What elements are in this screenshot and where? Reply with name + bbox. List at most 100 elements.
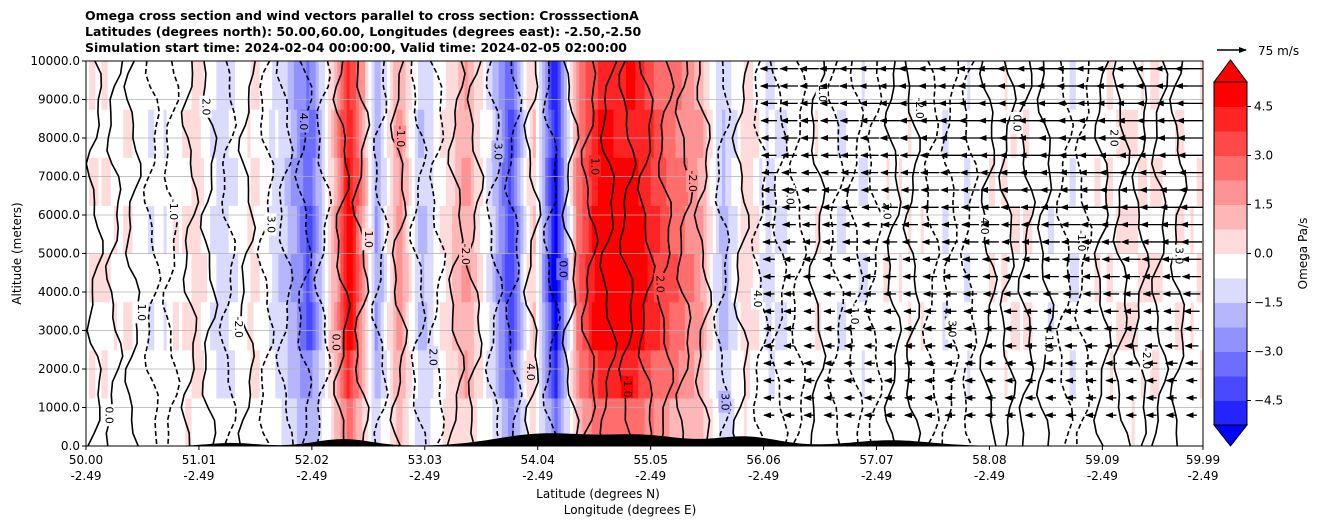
omega-cell: [151, 109, 155, 158]
omega-cell: [948, 205, 953, 255]
omega-cell: [799, 157, 804, 206]
omega-cell: [880, 349, 885, 399]
omega-cell: [318, 205, 323, 255]
omega-cell: [1063, 109, 1068, 158]
omega-cell: [883, 349, 888, 399]
omega-cell: [98, 157, 103, 206]
omega-cell: [337, 157, 342, 206]
omega-cell: [1029, 349, 1033, 399]
omega-cell: [287, 205, 292, 255]
omega-cell: [172, 61, 177, 110]
omega-cell: [1144, 205, 1148, 255]
omega-cell: [582, 253, 587, 303]
omega-cell: [374, 397, 379, 446]
omega-cell: [532, 109, 537, 158]
omega-cell: [1091, 109, 1095, 158]
omega-cell: [833, 253, 838, 303]
omega-cell: [936, 253, 940, 303]
omega-cell: [427, 253, 432, 303]
omega-cell: [691, 61, 695, 110]
omega-cell: [911, 61, 916, 110]
omega-cell: [548, 205, 553, 255]
omega-cell: [1109, 205, 1114, 255]
omega-cell: [1038, 157, 1043, 206]
omega-cell: [539, 301, 543, 351]
omega-cell: [489, 349, 494, 399]
omega-cell: [883, 157, 888, 206]
omega-cell: [939, 109, 943, 158]
omega-cell: [867, 397, 872, 446]
omega-cell: [228, 397, 233, 446]
omega-cell: [1078, 397, 1083, 446]
omega-cell: [799, 301, 804, 351]
omega-cell: [507, 205, 512, 255]
omega-cell: [383, 253, 388, 303]
omega-cell: [340, 253, 345, 303]
omega-cell: [992, 109, 996, 158]
omega-cell: [163, 397, 168, 446]
omega-cell: [418, 301, 422, 351]
omega-cell: [1156, 349, 1161, 399]
omega-cell: [113, 157, 118, 206]
omega-cell: [324, 205, 329, 255]
omega-cell: [480, 61, 484, 110]
omega-cell: [1134, 253, 1139, 303]
omega-cell: [957, 157, 962, 206]
omega-cell: [781, 157, 785, 206]
omega-cell: [1063, 349, 1068, 399]
omega-cell: [706, 61, 711, 110]
omega-cell: [86, 157, 90, 206]
omega-cell: [1085, 157, 1089, 206]
omega-cell: [917, 253, 922, 303]
x-tick-label-lon: -2.49: [522, 469, 553, 483]
omega-cell: [1175, 253, 1179, 303]
omega-cell: [781, 349, 785, 399]
omega-cell: [126, 349, 131, 399]
omega-cell: [132, 301, 137, 351]
x-tick-label-lat: 57.07: [859, 453, 893, 467]
contour-line: [807, 61, 827, 446]
omega-cell: [222, 301, 227, 351]
omega-cell: [902, 157, 906, 206]
omega-cell: [799, 253, 804, 303]
omega-cell: [793, 61, 798, 110]
omega-cell: [151, 61, 155, 110]
omega-cell: [228, 109, 233, 158]
omega-cell: [644, 397, 649, 446]
omega-cell: [827, 397, 832, 446]
omega-cell: [597, 349, 602, 399]
omega-cell: [874, 349, 878, 399]
omega-cell: [535, 397, 540, 446]
omega-cell: [113, 301, 118, 351]
omega-cell: [1119, 301, 1123, 351]
omega-cell: [427, 205, 432, 255]
omega-cell: [222, 109, 227, 158]
omega-cell: [349, 109, 354, 158]
omega-cell: [905, 397, 909, 446]
omega-cell: [517, 109, 521, 158]
omega-cell: [424, 301, 428, 351]
omega-cell: [293, 157, 298, 206]
omega-cell: [579, 61, 584, 110]
omega-cell: [743, 61, 748, 110]
omega-cell: [653, 349, 658, 399]
omega-cell: [768, 349, 773, 399]
omega-cell: [774, 109, 779, 158]
omega-cell: [343, 61, 348, 110]
omega-cell: [1054, 157, 1058, 206]
omega-cell: [852, 349, 857, 399]
omega-cell: [672, 253, 677, 303]
omega-cell: [638, 397, 642, 446]
omega-cell: [774, 397, 779, 446]
omega-cell: [452, 253, 456, 303]
omega-cell: [1001, 205, 1006, 255]
omega-cell: [635, 301, 639, 351]
omega-cell: [498, 349, 503, 399]
omega-cell: [411, 157, 416, 206]
omega-cell: [622, 109, 627, 158]
omega-cell: [203, 253, 208, 303]
omega-cell: [1187, 157, 1192, 206]
omega-cell: [287, 349, 292, 399]
omega-cell: [607, 301, 611, 351]
